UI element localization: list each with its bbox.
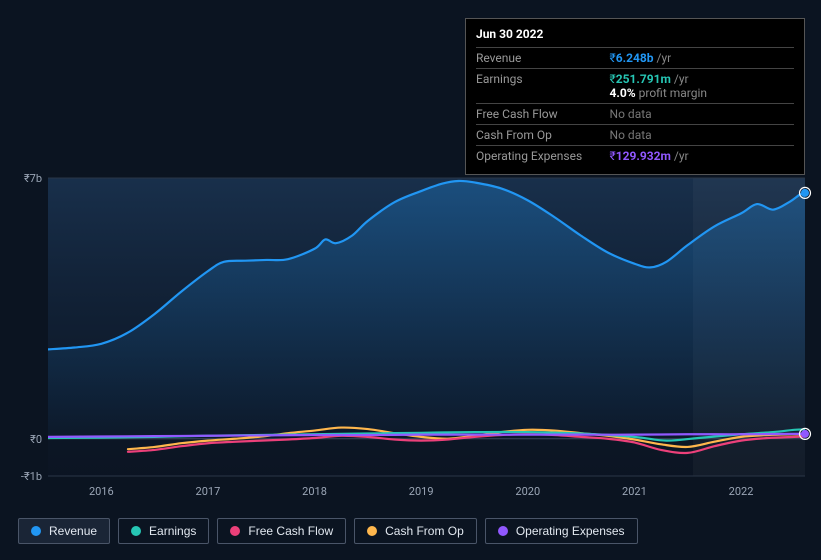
x-axis-label: 2017	[196, 485, 221, 498]
x-axis-label: 2021	[622, 485, 647, 498]
x-axis-label: 2018	[302, 485, 327, 498]
legend-item-free_cash_flow[interactable]: Free Cash Flow	[217, 518, 346, 544]
legend-swatch	[31, 526, 41, 536]
tooltip-table: Revenue₹6.248b /yrEarnings₹251.791m /yr4…	[476, 47, 794, 166]
legend-label: Operating Expenses	[516, 524, 625, 538]
legend-label: Revenue	[49, 524, 97, 538]
x-axis-label: 2016	[89, 485, 114, 498]
legend-swatch	[367, 526, 377, 536]
legend-item-cash_from_op[interactable]: Cash From Op	[354, 518, 477, 544]
tooltip-row-cash_from_op: Cash From OpNo data	[476, 125, 794, 146]
tooltip-row-label: Free Cash Flow	[476, 104, 610, 125]
legend-swatch	[131, 526, 141, 536]
tooltip-row-free_cash_flow: Free Cash FlowNo data	[476, 104, 794, 125]
tooltip-row-label: Earnings	[476, 69, 610, 104]
legend-item-revenue[interactable]: Revenue	[18, 518, 110, 544]
legend-swatch	[230, 526, 240, 536]
legend-item-operating_expenses[interactable]: Operating Expenses	[485, 518, 638, 544]
y-axis-label: -₹1b	[21, 470, 42, 483]
chart-tooltip: Jun 30 2022 Revenue₹6.248b /yrEarnings₹2…	[465, 18, 805, 175]
x-axis-label: 2020	[515, 485, 540, 498]
tooltip-date: Jun 30 2022	[476, 25, 794, 47]
tooltip-row-value: No data	[610, 125, 794, 146]
tooltip-row-operating_expenses: Operating Expenses₹129.932m /yr	[476, 146, 794, 167]
tooltip-row-revenue: Revenue₹6.248b /yr	[476, 48, 794, 69]
tooltip-row-label: Cash From Op	[476, 125, 610, 146]
y-axis-label: ₹0	[30, 433, 42, 446]
tooltip-row-value: No data	[610, 104, 794, 125]
tooltip-row-value: ₹129.932m /yr	[610, 146, 794, 167]
financials-chart: { "chart": { "type": "line", "width": 82…	[0, 0, 821, 560]
legend-item-earnings[interactable]: Earnings	[118, 518, 209, 544]
tooltip-row-value: ₹6.248b /yr	[610, 48, 794, 69]
legend-label: Earnings	[149, 524, 196, 538]
chart-legend: Revenue Earnings Free Cash Flow Cash From O…	[18, 518, 638, 544]
tooltip-row-label: Revenue	[476, 48, 610, 69]
legend-swatch	[498, 526, 508, 536]
legend-label: Cash From Op	[385, 524, 464, 538]
tooltip-row-value: ₹251.791m /yr4.0% profit margin	[610, 69, 794, 104]
x-axis-label: 2022	[729, 485, 754, 498]
x-axis-label: 2019	[409, 485, 434, 498]
tooltip-row-label: Operating Expenses	[476, 146, 610, 167]
legend-label: Free Cash Flow	[248, 524, 333, 538]
y-axis-label: ₹7b	[24, 172, 42, 185]
tooltip-row-earnings: Earnings₹251.791m /yr4.0% profit margin	[476, 69, 794, 104]
